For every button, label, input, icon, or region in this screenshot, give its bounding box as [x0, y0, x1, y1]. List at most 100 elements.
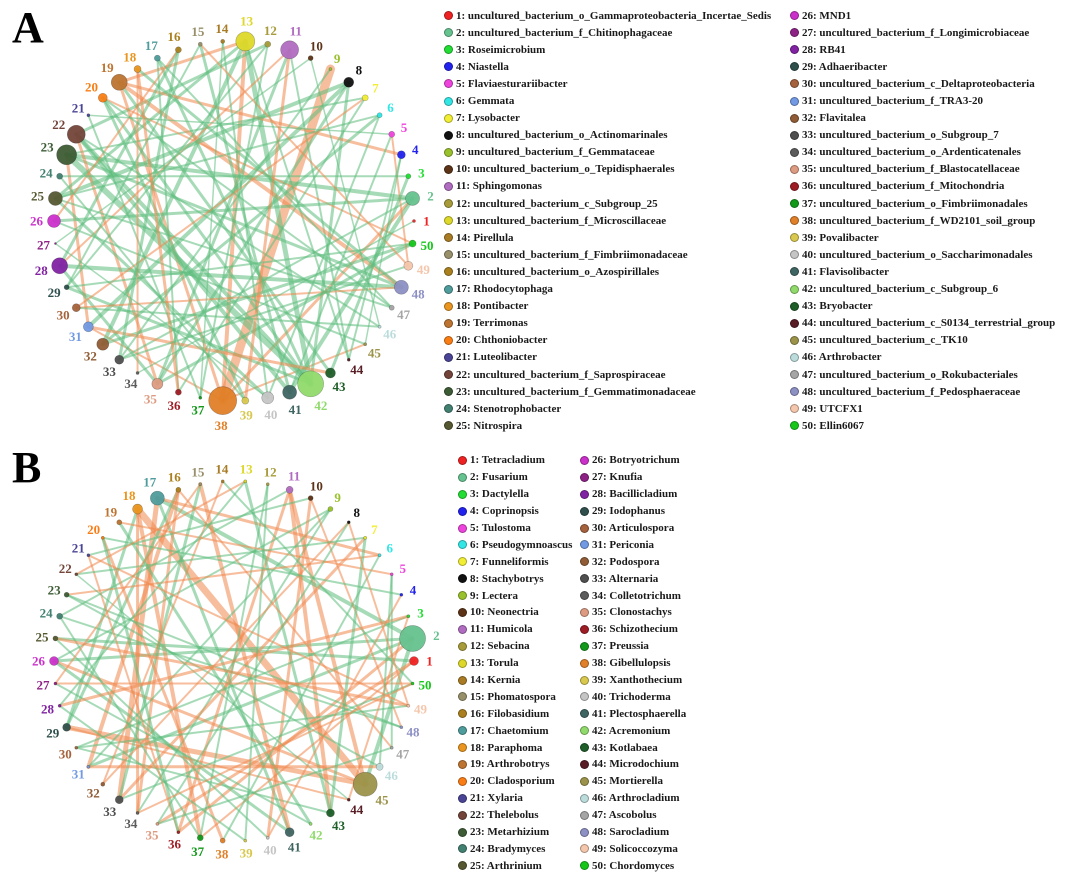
network-node-26 [49, 656, 59, 666]
node-number-label: 38 [215, 847, 229, 862]
node-number-label: 8 [353, 505, 360, 520]
network-node-36 [175, 388, 182, 396]
legend-item: 37: Preussia [580, 638, 780, 655]
legend-dot-icon [790, 147, 799, 157]
legend-dot-icon [444, 301, 453, 311]
network-node-10 [307, 495, 314, 501]
network-edge [266, 593, 403, 839]
network-edge [347, 521, 410, 707]
network-node-17 [150, 490, 165, 506]
legend-item-label: 23: Metarhizium [470, 826, 550, 839]
node-number-label: 36 [168, 837, 182, 852]
legend-dot-icon [790, 233, 799, 243]
legend-dot-icon [458, 607, 467, 617]
legend-dot-icon [458, 692, 467, 702]
node-number-label: 45 [368, 345, 382, 360]
legend-item-label: 43: Kotlabaea [592, 741, 658, 754]
legend-dot-icon [458, 861, 467, 871]
node-number-label: 25 [36, 629, 50, 644]
legend-item: 15: uncultured_bacterium_f_Fimbriimonada… [444, 246, 790, 263]
network-node-14 [220, 39, 225, 44]
network-node-26 [47, 214, 61, 228]
legend-dot-icon [580, 523, 589, 533]
node-number-label: 35 [144, 391, 158, 406]
legend-item: 11: Sphingomonas [444, 178, 790, 195]
legend-item-label: 33: uncultured_bacterium_o_Subgroup_7 [802, 129, 999, 142]
legend-item: 5: Flaviaesturariibacter [444, 75, 790, 92]
legend-dot-icon [458, 506, 467, 516]
legend-item-label: 11: Sphingomonas [456, 180, 542, 193]
node-number-label: 3 [417, 606, 424, 621]
node-number-label: 15 [191, 24, 205, 39]
network-node-39 [243, 838, 248, 843]
network-edge [244, 483, 269, 842]
network-edge [52, 659, 367, 786]
node-number-label: 2 [433, 628, 440, 643]
legend-item: 1: Tetracladium [458, 452, 580, 469]
legend-item: 25: Nitrospira [444, 417, 790, 434]
legend-item: 8: Stachybotrys [458, 570, 580, 587]
network-edge [287, 196, 415, 395]
network-node-29 [63, 284, 70, 291]
node-number-label: 4 [412, 142, 419, 157]
legend-item: 18: Paraphoma [458, 739, 580, 756]
node-number-label: 11 [290, 23, 302, 38]
legend-item-label: 38: Gibellulopsis [592, 657, 671, 670]
network-edge [54, 114, 381, 200]
network-node-12 [265, 482, 270, 486]
network-node-22 [66, 124, 86, 144]
legend-dot-icon [790, 284, 799, 294]
network-node-43 [326, 808, 335, 818]
network-node-11 [285, 486, 294, 494]
node-number-label: 24 [40, 165, 54, 180]
legend-item-label: 50: Chordomyces [592, 859, 675, 872]
node-number-label: 30 [59, 746, 72, 761]
legend-item-label: 6: Gemmata [456, 95, 515, 108]
legend-dot-icon [580, 776, 589, 786]
legend-dot-icon [580, 472, 589, 482]
legend-item: 1: uncultured_bacterium_o_Gammaproteobac… [444, 7, 790, 24]
network-node-44 [346, 357, 351, 362]
legend-item-label: 15: Phomatospora [470, 690, 556, 703]
legend-item-label: 21: Xylaria [470, 792, 523, 805]
legend-item-label: 13: Torula [470, 657, 519, 670]
node-number-label: 26 [30, 214, 44, 229]
legend-item-label: 35: Clonostachys [592, 606, 672, 619]
legend-item: 26: Botryotrichum [580, 452, 780, 469]
node-number-label: 27 [37, 238, 51, 253]
legend-item: 6: Gemmata [444, 92, 790, 109]
node-number-label: 45 [375, 793, 389, 808]
legend-item-label: 9: Lectera [470, 589, 518, 602]
legend-dot-icon [444, 199, 453, 209]
legend-dot-icon [458, 658, 467, 668]
network-node-46 [375, 763, 384, 771]
legend-item: 34: Colletotrichum [580, 587, 780, 604]
panel-a-legend: 1: uncultured_bacterium_o_Gammaproteobac… [444, 7, 1078, 434]
node-number-label: 40 [264, 407, 277, 422]
legend-item: 21: Xylaria [458, 790, 580, 807]
legend-dot-icon [444, 404, 453, 414]
network-node-34 [135, 811, 140, 815]
node-number-label: 42 [309, 828, 322, 843]
legend-item: 25: Arthrinium [458, 857, 580, 874]
node-number-label: 31 [69, 329, 82, 344]
legend-dot-icon [444, 284, 453, 294]
legend-dot-icon [580, 743, 589, 753]
network-node-21 [86, 553, 91, 557]
legend-dot-icon [458, 759, 467, 769]
legend-item: 27: Knufia [580, 469, 780, 486]
node-number-label: 28 [35, 263, 49, 278]
legend-item: 27: uncultured_bacterium_f_Longimicrobia… [790, 24, 1078, 41]
legend-dot-icon [580, 844, 589, 854]
node-number-label: 46 [385, 768, 399, 783]
legend-dot-icon [790, 352, 799, 362]
network-edge [378, 573, 393, 768]
legend-item: 20: Cladosporium [458, 773, 580, 790]
legend-item: 29: Iodophanus [580, 503, 780, 520]
network-node-21 [86, 113, 91, 117]
legend-dot-icon [580, 726, 589, 736]
network-node-30 [74, 745, 79, 750]
legend-dot-icon [580, 540, 589, 550]
legend-dot-icon [458, 810, 467, 820]
node-number-label: 10 [310, 478, 323, 493]
